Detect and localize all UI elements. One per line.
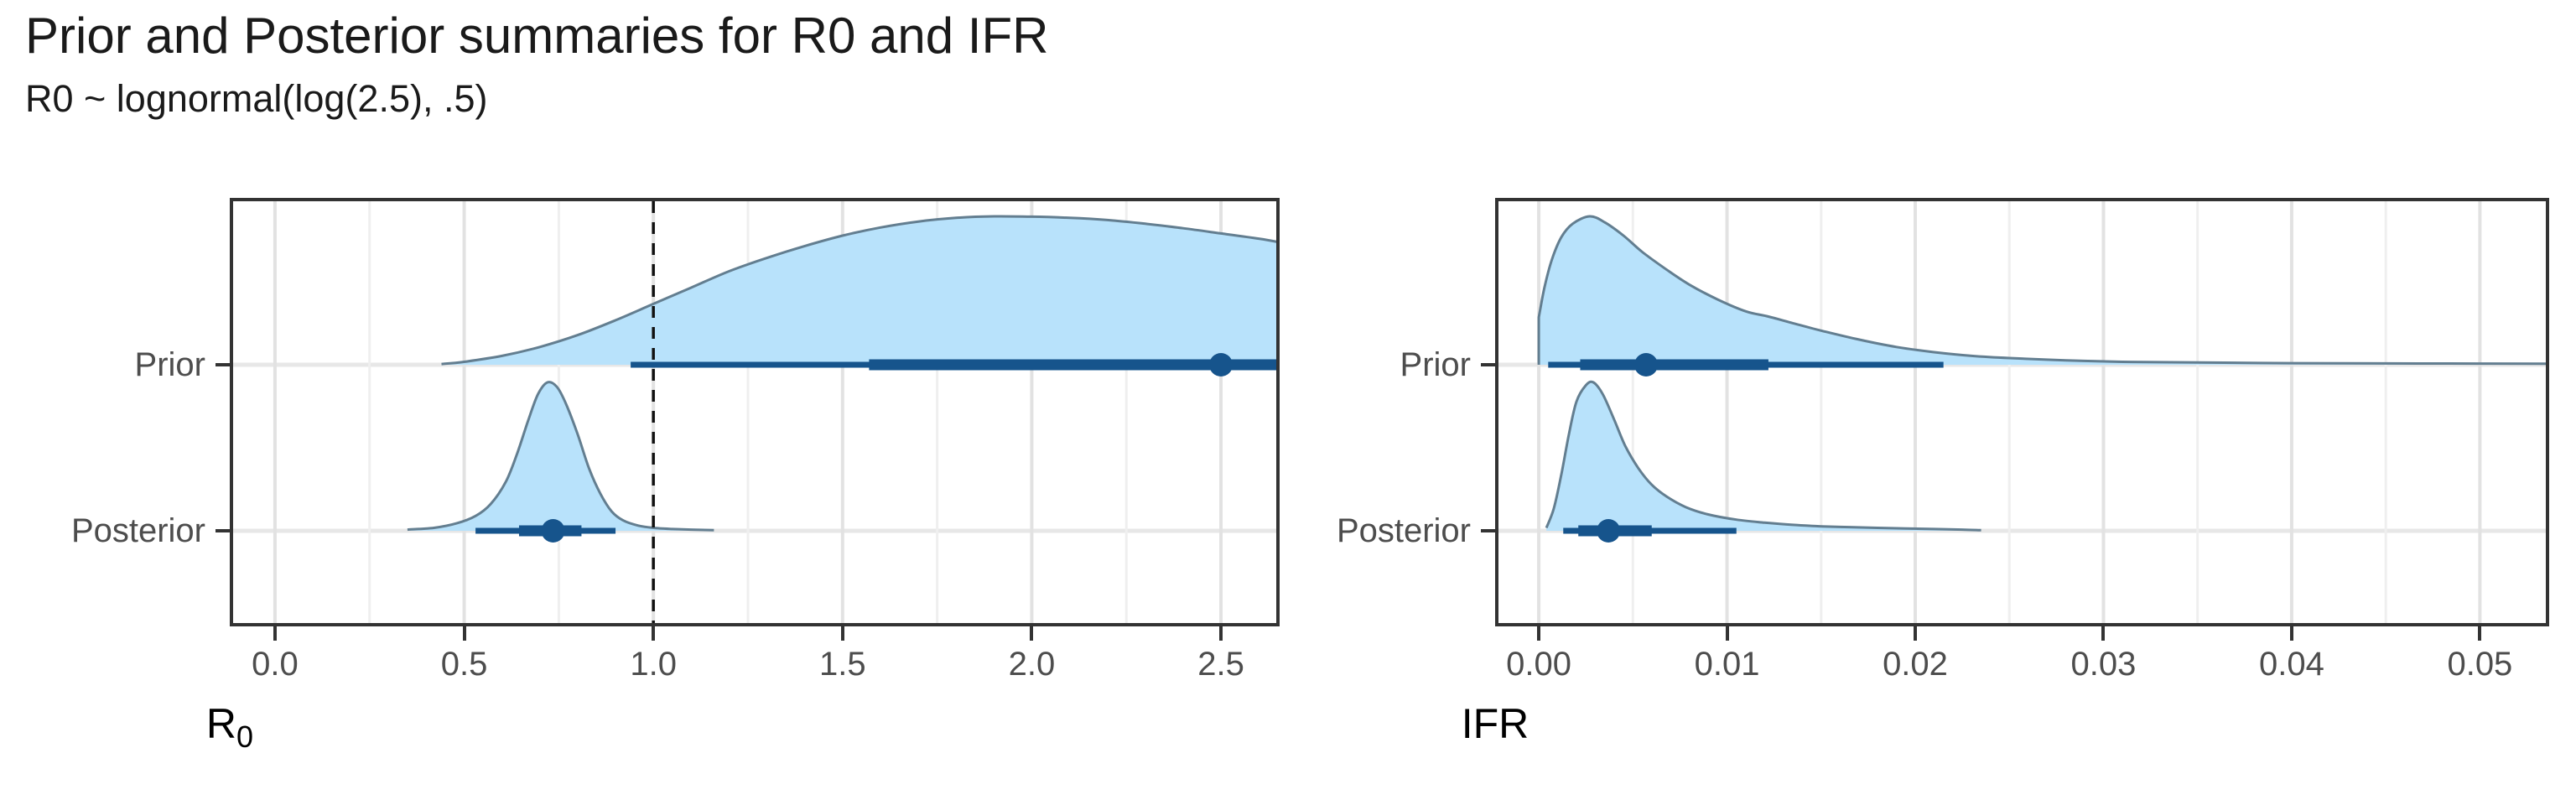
x-tick-label: 0.04	[2258, 646, 2324, 683]
x-tick-label: 0.03	[2070, 646, 2137, 683]
minor-gridline	[1124, 198, 1128, 626]
minor-gridline	[368, 198, 371, 626]
major-gridline	[1219, 198, 1223, 626]
minor-gridline	[936, 198, 939, 626]
major-gridline	[2101, 198, 2106, 626]
x-tick-mark	[1219, 626, 1223, 641]
point-median-prior	[1634, 353, 1659, 377]
x-axis-title-r0-sub: 0	[236, 719, 254, 754]
x-tick-mark	[1725, 626, 1729, 641]
y-tick-mark-posterior	[1481, 529, 1495, 532]
minor-gridline	[2196, 198, 2199, 626]
density-outline-posterior	[407, 381, 714, 532]
density-fill-posterior	[1546, 382, 1981, 531]
minor-gridline	[2384, 198, 2387, 626]
y-tick-label-posterior: Posterior	[70, 512, 205, 549]
x-tick-mark	[1030, 626, 1034, 641]
y-tick-label-prior: Prior	[134, 346, 205, 383]
x-tick-mark	[652, 626, 656, 641]
panel-ifr: IFR 0.00 0.01 0.02 0.03 0.04 0.05	[1462, 198, 2549, 805]
x-tick-label: 0.01	[1694, 646, 1760, 683]
x-axis-title-ifr: IFR	[1462, 699, 1530, 748]
density-outline-posterior	[1545, 380, 1981, 532]
y-tick-label-posterior: Posterior	[1336, 512, 1471, 549]
density-fill-prior	[441, 216, 1280, 365]
major-gridline	[2289, 198, 2293, 626]
major-gridline	[462, 198, 466, 626]
minor-gridline	[1631, 198, 1634, 626]
x-tick-label: 0.00	[1506, 646, 1571, 683]
x-tick-label: 1.5	[818, 646, 866, 683]
major-gridline	[273, 198, 277, 626]
minor-gridline	[1820, 198, 1823, 626]
point-median-prior	[1209, 353, 1233, 377]
density-fill-posterior	[407, 382, 714, 531]
major-gridline	[1914, 198, 1918, 626]
x-axis-title-r0-main: R	[205, 700, 237, 747]
major-gridline	[1537, 198, 1541, 626]
panel-r0: R0 0.0 0.5 1.0 1.5 2.0 2.5	[206, 198, 1280, 805]
y-tick-label-prior: Prior	[1400, 346, 1471, 383]
x-tick-label: 0.02	[1883, 646, 1948, 683]
x-tick-mark	[1537, 626, 1541, 641]
x-tick-mark	[2289, 626, 2293, 641]
x-tick-label: 0.05	[2447, 646, 2513, 683]
x-tick-label: 2.5	[1197, 646, 1244, 683]
panel-border	[230, 198, 1280, 626]
point-median-posterior	[541, 519, 565, 543]
y-tick-mark-prior	[1481, 363, 1495, 366]
major-gridline	[1725, 198, 1729, 626]
minor-gridline	[2007, 198, 2011, 626]
x-tick-label: 2.0	[1008, 646, 1056, 683]
plot-title: Prior and Posterior summaries for R0 and…	[25, 8, 1049, 64]
x-tick-mark	[2101, 626, 2106, 641]
y-tick-mark-prior	[216, 363, 230, 366]
x-tick-mark	[273, 626, 277, 641]
plot-subtitle: R0 ~ lognormal(log(2.5), .5)	[25, 77, 488, 120]
density-fill-prior	[1539, 216, 2548, 365]
x-tick-mark	[2478, 626, 2482, 641]
row-gridline	[1495, 528, 2549, 533]
x-axis-title-ifr-main: IFR	[1461, 700, 1530, 747]
density-outline-prior	[441, 215, 1280, 366]
major-gridline	[1030, 198, 1034, 626]
major-gridline	[840, 198, 844, 626]
y-tick-mark-posterior	[216, 529, 230, 532]
minor-gridline	[746, 198, 750, 626]
density-outline-prior	[1537, 215, 2548, 366]
x-tick-mark	[462, 626, 466, 641]
x-tick-mark	[840, 626, 844, 641]
x-axis-title-r0: R0	[205, 699, 253, 752]
plot-area-ifr	[1495, 198, 2549, 626]
x-tick-label: 0.5	[440, 646, 488, 683]
panel-border	[1495, 198, 2549, 626]
plot-area-r0	[230, 198, 1280, 626]
point-median-posterior	[1597, 519, 1621, 543]
x-tick-label: 1.0	[630, 646, 677, 683]
row-gridline	[230, 528, 1280, 533]
x-tick-mark	[1914, 626, 1917, 641]
major-gridline	[2478, 198, 2482, 626]
x-tick-label: 0.0	[252, 646, 299, 683]
